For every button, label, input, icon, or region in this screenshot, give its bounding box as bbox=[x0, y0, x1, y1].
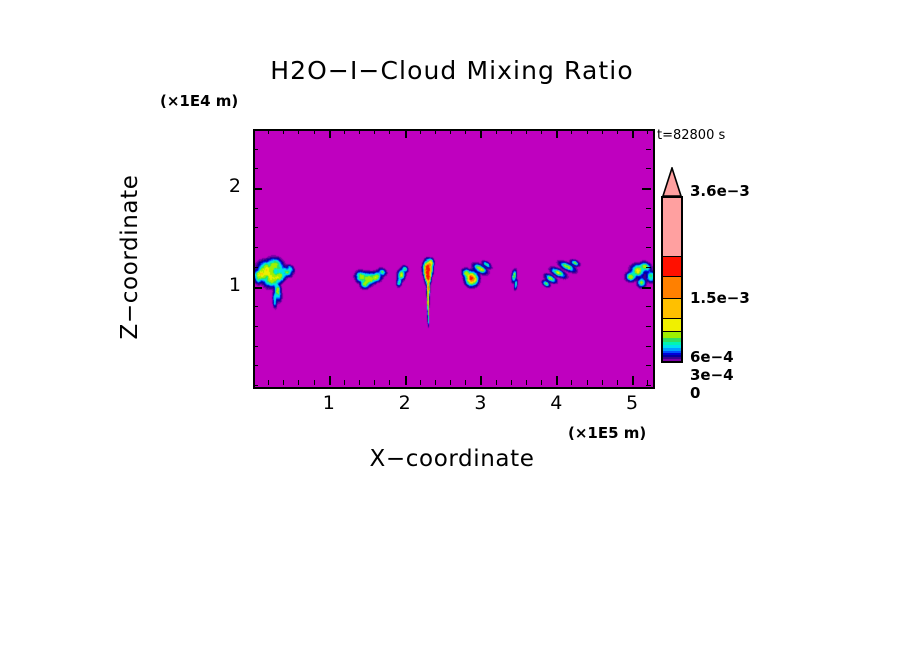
x-axis-multiplier-label: (×1E5 m) bbox=[568, 424, 647, 442]
colorbar-tick-label: 6e−4 bbox=[690, 348, 734, 366]
colorbar-band bbox=[663, 298, 681, 318]
colorbar-band bbox=[663, 276, 681, 298]
colorbar-band bbox=[663, 359, 681, 361]
x-tick-label: 1 bbox=[322, 392, 335, 414]
plot-area bbox=[253, 129, 655, 389]
colorbar-band bbox=[663, 353, 681, 355]
colorbar-band bbox=[663, 345, 681, 348]
colorbar-band bbox=[663, 351, 681, 353]
timestamp-label: t=82800 s bbox=[657, 128, 726, 143]
y-tick-label: 1 bbox=[228, 273, 241, 296]
colorbar-band bbox=[663, 355, 681, 357]
colorbar-bands bbox=[661, 196, 683, 363]
colorbar-band bbox=[663, 357, 681, 359]
y-tick-label: 2 bbox=[228, 175, 241, 198]
colorbar-band-divider bbox=[663, 331, 681, 332]
colorbar-band-divider bbox=[663, 256, 681, 257]
colorbar-band-divider bbox=[663, 276, 681, 277]
x-tick-label: 2 bbox=[398, 392, 411, 414]
colorbar-extend-arrow-icon bbox=[661, 167, 683, 197]
colorbar-band-divider bbox=[663, 298, 681, 299]
x-tick-label: 3 bbox=[474, 392, 487, 414]
heatmap-canvas bbox=[255, 131, 653, 387]
page-title: H2O−I−Cloud Mixing Ratio bbox=[270, 56, 634, 85]
colorbar-band bbox=[663, 256, 681, 276]
x-axis-title: X−coordinate bbox=[369, 446, 535, 472]
y-axis-title: Z−coordinate bbox=[117, 174, 143, 340]
y-axis-multiplier-label: (×1E4 m) bbox=[160, 92, 239, 110]
x-tick-label: 5 bbox=[626, 392, 639, 414]
colorbar-band bbox=[663, 338, 681, 342]
colorbar-band bbox=[663, 342, 681, 345]
colorbar-tick-label: 3e−4 bbox=[690, 366, 734, 384]
colorbar-band bbox=[663, 348, 681, 351]
colorbar-tick-label: 3.6e−3 bbox=[690, 182, 750, 200]
colorbar-tick-label: 0 bbox=[690, 384, 701, 402]
colorbar-band-divider bbox=[663, 318, 681, 319]
colorbar-band bbox=[663, 318, 681, 331]
colorbar-band bbox=[663, 331, 681, 338]
colorbar-tick-label: 1.5e−3 bbox=[690, 289, 750, 307]
colorbar bbox=[661, 167, 683, 396]
x-tick-label: 4 bbox=[550, 392, 563, 414]
colorbar-band bbox=[663, 198, 681, 256]
